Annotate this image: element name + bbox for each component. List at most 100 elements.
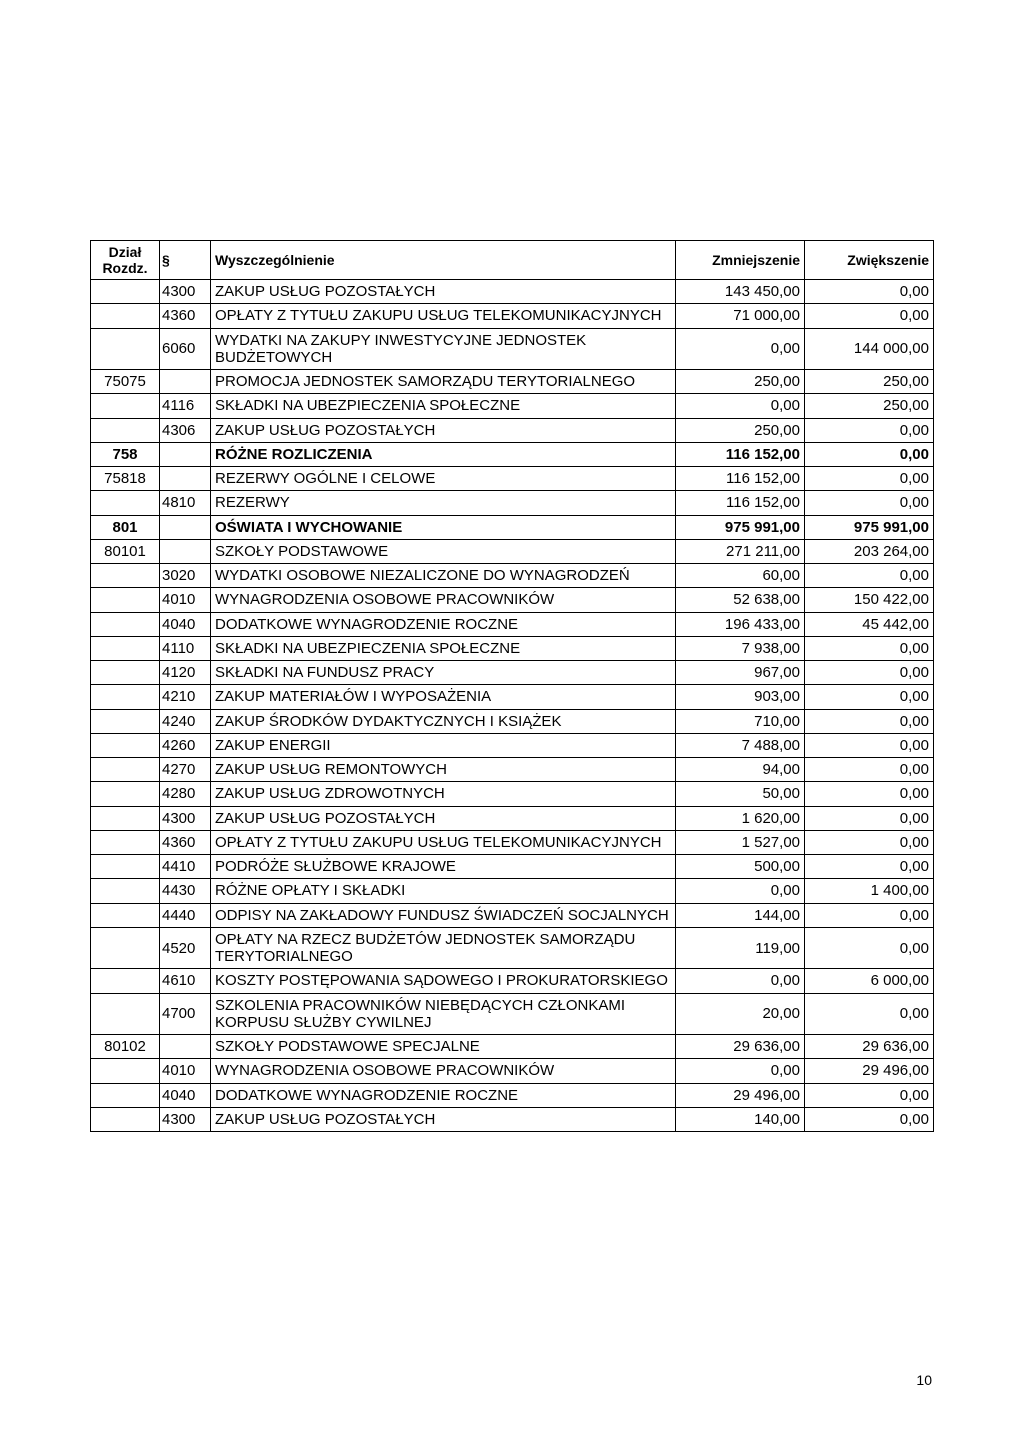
- cell-inc: 29 496,00: [805, 1059, 934, 1083]
- table-row: 4410PODRÓŻE SŁUŻBOWE KRAJOWE500,000,00: [91, 855, 934, 879]
- table-row: 4270ZAKUP USŁUG REMONTOWYCH94,000,00: [91, 758, 934, 782]
- cell-name: WYDATKI OSOBOWE NIEZALICZONE DO WYNAGROD…: [211, 564, 676, 588]
- table-row: 4306ZAKUP USŁUG POZOSTAŁYCH250,000,00: [91, 418, 934, 442]
- table-row: 4010WYNAGRODZENIA OSOBOWE PRACOWNIKÓW52 …: [91, 588, 934, 612]
- cell-name: WYDATKI NA ZAKUPY INWESTYCYJNE JEDNOSTEK…: [211, 328, 676, 370]
- cell-dzial: [91, 564, 160, 588]
- cell-dec: 1 527,00: [676, 830, 805, 854]
- table-row: 4430RÓŻNE OPŁATY I SKŁADKI0,001 400,00: [91, 879, 934, 903]
- cell-dec: 967,00: [676, 661, 805, 685]
- cell-inc: 0,00: [805, 442, 934, 466]
- cell-para: 4010: [160, 1059, 211, 1083]
- cell-inc: 0,00: [805, 782, 934, 806]
- table-row: 4040DODATKOWE WYNAGRODZENIE ROCZNE29 496…: [91, 1083, 934, 1107]
- page-container: Dział Rozdz. § Wyszczególnienie Zmniejsz…: [0, 0, 1024, 1132]
- table-row: 4520OPŁATY NA RZECZ BUDŻETÓW JEDNOSTEK S…: [91, 927, 934, 969]
- table-row: 4610KOSZTY POSTĘPOWANIA SĄDOWEGO I PROKU…: [91, 969, 934, 993]
- cell-name: KOSZTY POSTĘPOWANIA SĄDOWEGO I PROKURATO…: [211, 969, 676, 993]
- cell-dzial: [91, 903, 160, 927]
- cell-dec: 20,00: [676, 993, 805, 1035]
- cell-para: 4110: [160, 636, 211, 660]
- cell-dzial: 758: [91, 442, 160, 466]
- cell-dzial: [91, 588, 160, 612]
- cell-para: 4300: [160, 1107, 211, 1131]
- cell-para: 4116: [160, 394, 211, 418]
- cell-para: 4040: [160, 1083, 211, 1107]
- cell-dec: 50,00: [676, 782, 805, 806]
- cell-inc: 0,00: [805, 903, 934, 927]
- cell-dec: 250,00: [676, 370, 805, 394]
- col-header-dzial: Dział Rozdz.: [91, 241, 160, 280]
- cell-dec: 0,00: [676, 328, 805, 370]
- cell-dec: 94,00: [676, 758, 805, 782]
- table-row: 4300ZAKUP USŁUG POZOSTAŁYCH143 450,000,0…: [91, 280, 934, 304]
- cell-para: 4210: [160, 685, 211, 709]
- cell-para: 4040: [160, 612, 211, 636]
- cell-para: 4810: [160, 491, 211, 515]
- table-row: 4010WYNAGRODZENIA OSOBOWE PRACOWNIKÓW0,0…: [91, 1059, 934, 1083]
- cell-dec: 119,00: [676, 927, 805, 969]
- cell-dzial: [91, 636, 160, 660]
- cell-inc: 0,00: [805, 993, 934, 1035]
- cell-dzial: [91, 709, 160, 733]
- table-row: 6060WYDATKI NA ZAKUPY INWESTYCYJNE JEDNO…: [91, 328, 934, 370]
- cell-dec: 7 488,00: [676, 733, 805, 757]
- cell-dzial: [91, 758, 160, 782]
- cell-name: SZKOLENIA PRACOWNIKÓW NIEBĘDĄCYCH CZŁONK…: [211, 993, 676, 1035]
- cell-dzial: [91, 1059, 160, 1083]
- cell-name: WYNAGRODZENIA OSOBOWE PRACOWNIKÓW: [211, 1059, 676, 1083]
- table-row: 4810REZERWY116 152,000,00: [91, 491, 934, 515]
- cell-para: [160, 515, 211, 539]
- cell-dzial: 75075: [91, 370, 160, 394]
- cell-dec: 1 620,00: [676, 806, 805, 830]
- cell-para: 4270: [160, 758, 211, 782]
- cell-inc: 45 442,00: [805, 612, 934, 636]
- cell-para: 4440: [160, 903, 211, 927]
- cell-dec: 143 450,00: [676, 280, 805, 304]
- table-body: 4300 ZAKUP USŁUG POZOSTAŁYCH143 450,00 0,0…: [91, 280, 934, 1132]
- cell-dec: 29 636,00: [676, 1035, 805, 1059]
- cell-dec: 71 000,00: [676, 304, 805, 328]
- cell-dec: 0,00: [676, 969, 805, 993]
- table-row: 75075PROMOCJA JEDNOSTEK SAMORZĄDU TERYTO…: [91, 370, 934, 394]
- cell-dzial: [91, 1083, 160, 1107]
- cell-dec: 271 211,00: [676, 539, 805, 563]
- cell-inc: 975 991,00: [805, 515, 934, 539]
- cell-inc: 0,00: [805, 685, 934, 709]
- cell-inc: 0,00: [805, 806, 934, 830]
- table-row: 75818REZERWY OGÓLNE I CELOWE116 152,000,…: [91, 467, 934, 491]
- table-row: 4360OPŁATY Z TYTUŁU ZAKUPU USŁUG TELEKOM…: [91, 304, 934, 328]
- table-row: 4700SZKOLENIA PRACOWNIKÓW NIEBĘDĄCYCH CZ…: [91, 993, 934, 1035]
- cell-inc: 250,00: [805, 394, 934, 418]
- cell-inc: 250,00: [805, 370, 934, 394]
- cell-inc: 0,00: [805, 467, 934, 491]
- cell-inc: 0,00: [805, 1083, 934, 1107]
- cell-name: DODATKOWE WYNAGRODZENIE ROCZNE: [211, 1083, 676, 1107]
- cell-name: ZAKUP USŁUG ZDROWOTNYCH: [211, 782, 676, 806]
- cell-name: ZAKUP USŁUG REMONTOWYCH: [211, 758, 676, 782]
- cell-name: OPŁATY Z TYTUŁU ZAKUPU USŁUG TELEKOMUNIK…: [211, 304, 676, 328]
- cell-dec: 196 433,00: [676, 612, 805, 636]
- cell-inc: 144 000,00: [805, 328, 934, 370]
- table-row: 4300ZAKUP USŁUG POZOSTAŁYCH140,000,00: [91, 1107, 934, 1131]
- cell-inc: 0,00: [805, 418, 934, 442]
- cell-dec: 0,00: [676, 1059, 805, 1083]
- col-header-dec: Zmniejszenie: [676, 241, 805, 280]
- cell-dec: 144,00: [676, 903, 805, 927]
- cell-para: 4700: [160, 993, 211, 1035]
- cell-dec: 500,00: [676, 855, 805, 879]
- cell-para: 4360: [160, 830, 211, 854]
- cell-dec: 60,00: [676, 564, 805, 588]
- cell-para: 4260: [160, 733, 211, 757]
- table-row: 4040DODATKOWE WYNAGRODZENIE ROCZNE196 43…: [91, 612, 934, 636]
- cell-name: ODPISY NA ZAKŁADOWY FUNDUSZ ŚWIADCZEŃ SO…: [211, 903, 676, 927]
- cell-name: OŚWIATA I WYCHOWANIE: [211, 515, 676, 539]
- cell-dzial: [91, 612, 160, 636]
- budget-table: Dział Rozdz. § Wyszczególnienie Zmniejsz…: [90, 240, 934, 1132]
- cell-para: 6060: [160, 328, 211, 370]
- cell-dzial: [91, 685, 160, 709]
- cell-name: ZAKUP USŁUG POZOSTAŁYCH: [211, 280, 676, 304]
- cell-para: [160, 370, 211, 394]
- cell-para: [160, 442, 211, 466]
- cell-dzial: 801: [91, 515, 160, 539]
